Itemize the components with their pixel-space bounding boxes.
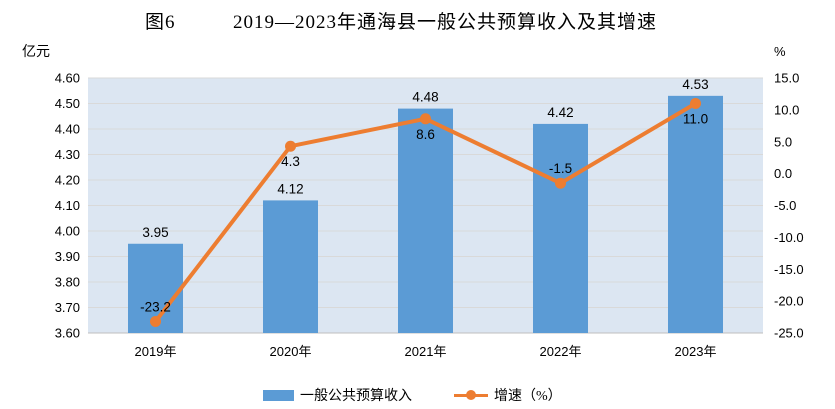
- bar-value-label: 4.42: [547, 105, 573, 120]
- legend-item-revenue: 一般公共预算收入: [263, 385, 412, 405]
- left-axis-tick-label: 3.80: [55, 275, 80, 290]
- right-axis-tick-label: -10.0: [774, 230, 804, 245]
- bar-value-label: 4.12: [277, 181, 303, 196]
- x-axis-category-label: 2019年: [135, 344, 177, 359]
- left-axis-tick-label: 4.40: [55, 122, 80, 137]
- left-axis-unit-label: 亿元: [22, 45, 50, 60]
- right-axis-tick-label: 15.0: [774, 71, 799, 86]
- growth-line-point: [690, 98, 701, 109]
- left-axis-tick-label: 3.70: [55, 300, 80, 315]
- left-axis-tick-label: 3.60: [55, 326, 80, 341]
- line-swatch-marker-icon: [466, 390, 476, 400]
- legend-label-revenue: 一般公共预算收入: [300, 389, 412, 404]
- growth-value-label: -1.5: [549, 161, 572, 176]
- x-axis-category-label: 2022年: [540, 344, 582, 359]
- left-axis-tick-label: 4.30: [55, 147, 80, 162]
- x-axis-category-label: 2021年: [405, 344, 447, 359]
- growth-value-label: 11.0: [683, 112, 708, 127]
- growth-value-label: -23.2: [140, 300, 171, 315]
- bar-value-label: 4.48: [412, 90, 438, 105]
- left-axis-tick-label: 4.10: [55, 198, 80, 213]
- right-axis-tick-label: -5.0: [774, 198, 796, 213]
- right-axis-unit-label: %: [774, 44, 786, 59]
- right-axis-tick-label: -15.0: [774, 262, 804, 277]
- growth-line-point: [420, 113, 431, 125]
- growth-line-point: [555, 177, 566, 189]
- x-axis-category-label: 2020年: [270, 344, 312, 359]
- right-axis-tick-label: 10.0: [774, 102, 799, 117]
- left-axis-tick-label: 3.90: [55, 249, 80, 264]
- left-axis-tick-label: 4.20: [55, 173, 80, 188]
- left-axis-tick-label: 4.00: [55, 224, 80, 239]
- right-axis-tick-label: 5.0: [774, 134, 792, 149]
- growth-line-point: [285, 140, 296, 152]
- bar-value-label: 3.95: [142, 225, 168, 240]
- chart-legend: 一般公共预算收入 增速（%）: [263, 385, 562, 405]
- growth-value-label: 4.3: [281, 154, 300, 169]
- bar-2022年: [533, 123, 588, 334]
- legend-label-growth: 增速（%）: [494, 389, 562, 404]
- right-axis-tick-label: -20.0: [774, 294, 804, 309]
- bar-value-label: 4.53: [682, 77, 708, 92]
- line-series-swatch: [454, 389, 488, 401]
- left-axis-tick-label: 4.60: [55, 71, 80, 86]
- x-axis-category-label: 2023年: [675, 344, 717, 359]
- growth-line-point: [150, 316, 161, 328]
- bar-2021年: [398, 108, 453, 333]
- figure-label: 图6: [145, 12, 176, 33]
- bar-2023年: [668, 95, 723, 333]
- bar-2020年: [263, 200, 318, 333]
- right-axis-tick-label: -25.0: [774, 326, 804, 341]
- growth-value-label: 8.6: [416, 127, 435, 142]
- bar-series-swatch: [263, 389, 294, 401]
- chart-title: 2019—2023年通海县一般公共预算收入及其增速: [233, 12, 658, 33]
- left-axis-tick-label: 4.50: [55, 96, 80, 111]
- legend-item-growth: 增速（%）: [454, 385, 562, 405]
- right-axis-tick-label: 0.0: [774, 166, 792, 181]
